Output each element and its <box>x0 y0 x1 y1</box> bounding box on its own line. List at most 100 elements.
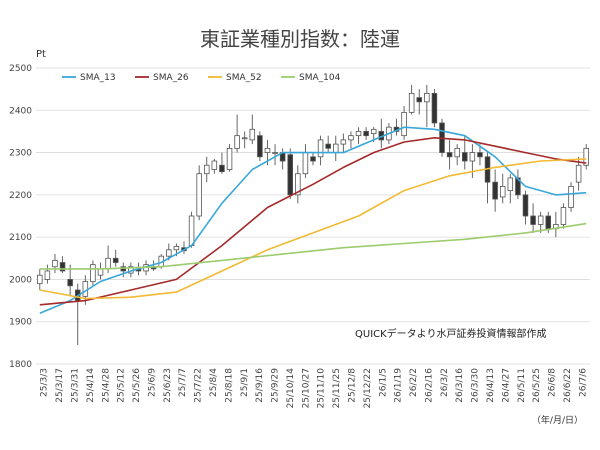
candle-body <box>499 185 506 198</box>
x-tick-label: 26/6/8 <box>548 368 558 397</box>
x-tick-label: 25/4/28 <box>101 368 111 403</box>
candle-body <box>44 270 51 280</box>
candle-body <box>416 97 422 103</box>
candle-body <box>264 147 271 153</box>
grid-layer <box>36 67 590 365</box>
candle-body <box>408 92 415 113</box>
x-tick-label: 25/9/16 <box>255 368 265 403</box>
candle-body <box>59 262 66 272</box>
x-tick-label: 26/7/6 <box>578 368 588 397</box>
candle-body <box>469 152 476 162</box>
y-unit-label: Pt <box>36 49 46 60</box>
candle-body <box>287 154 293 196</box>
candle-body <box>196 173 202 217</box>
y-tick-label: 2000 <box>9 275 32 285</box>
x-tick-label: 25/5/12 <box>117 368 127 403</box>
candle-body <box>112 257 119 263</box>
chart-title: 東証業種別指数：陸運 <box>200 27 400 51</box>
candle-body <box>97 268 104 276</box>
candle-body <box>310 156 316 162</box>
x-tick-label: 25/9/1 <box>240 368 250 397</box>
candle-body <box>333 143 339 153</box>
x-tick-label: 25/4/14 <box>86 368 96 403</box>
legend-label: SMA_13 <box>80 73 116 83</box>
candle-body <box>90 264 96 282</box>
candle-body <box>67 279 73 287</box>
candle-body <box>462 152 468 162</box>
candle-body <box>348 135 354 141</box>
candle-body <box>37 274 43 285</box>
x-tick-label: 26/1/5 <box>378 368 388 397</box>
y-tick-label: 2100 <box>9 233 32 243</box>
candle-body <box>477 152 483 158</box>
candle-body <box>302 152 309 175</box>
x-unit-label: （年/月/日） <box>532 414 583 426</box>
series-line-sma-104 <box>39 222 587 270</box>
y-tick-label: 1900 <box>9 318 32 328</box>
y-tick-label: 2500 <box>9 64 32 74</box>
candle-body <box>424 92 430 103</box>
y-tick-label: 2200 <box>9 191 32 201</box>
candle-body <box>226 147 233 170</box>
candle-body <box>295 173 301 196</box>
candle-body <box>234 135 240 149</box>
candle-body <box>545 215 552 230</box>
candle-body <box>401 112 407 137</box>
candle-body <box>522 194 529 217</box>
x-tick-label: 25/7/7 <box>178 368 188 397</box>
candle-body <box>431 92 438 124</box>
candle-body <box>568 185 574 208</box>
x-tick-label: 25/11/10 <box>317 368 327 409</box>
legend-label: SMA_52 <box>226 73 262 83</box>
x-tick-label: 26/4/13 <box>486 368 496 403</box>
x-tick-label: 26/2/2 <box>409 368 419 397</box>
candle-body <box>340 139 347 145</box>
candle-body <box>249 128 256 141</box>
candle-body <box>188 215 195 247</box>
x-tick-label: 26/4/27 <box>501 368 511 403</box>
candle-body <box>219 164 225 172</box>
sma-line-layer <box>39 126 587 315</box>
x-tick-label: 26/6/22 <box>563 368 573 403</box>
candle-body <box>363 131 369 137</box>
candle-body <box>560 207 567 225</box>
x-tick-label: 25/9/29 <box>271 368 281 403</box>
x-tick-label: 25/5/26 <box>132 368 142 403</box>
candle-body <box>105 257 111 270</box>
x-tick-label: 25/8/18 <box>224 368 234 403</box>
candle-body <box>507 177 514 192</box>
x-tick-label: 26/3/2 <box>440 368 450 397</box>
source-annotation: QUICKデータより水戸証券投資情報部作成 <box>355 327 546 340</box>
x-tick-label: 25/11/25 <box>332 368 342 408</box>
x-tick-label: 26/5/25 <box>532 368 542 403</box>
y-tick-label: 2400 <box>9 106 32 116</box>
legend: SMA_13 SMA_26 SMA_52 SMA_104 <box>62 73 341 83</box>
candle-body <box>173 246 180 251</box>
candle-body <box>82 281 89 297</box>
candle-body <box>325 143 331 149</box>
x-tick-label: 25/3/17 <box>55 368 65 403</box>
x-tick-label: 25/3/31 <box>70 368 80 403</box>
x-tick-label: 26/2/16 <box>424 368 434 403</box>
candle-body <box>370 128 377 134</box>
candle-body <box>317 139 324 158</box>
candle-body <box>241 137 248 140</box>
x-tick-label: 25/10/14 <box>286 368 296 409</box>
y-tick-label: 2300 <box>9 149 32 159</box>
y-tick-label: 1800 <box>9 360 32 370</box>
x-tick-label: 25/3/3 <box>40 368 50 397</box>
legend-label: SMA_104 <box>299 73 341 83</box>
candle-body <box>575 164 582 183</box>
candle-body <box>52 259 58 268</box>
candle-body <box>211 160 218 170</box>
candle-body <box>204 164 210 175</box>
x-tick-label: 25/6/9 <box>147 368 157 397</box>
x-tick-label: 26/3/30 <box>471 368 481 403</box>
candle-body <box>272 152 278 154</box>
series-line-sma-52 <box>39 158 587 300</box>
x-tick-label: 25/12/22 <box>363 368 373 408</box>
candle-body <box>355 131 362 137</box>
x-tick-label: 25/12/8 <box>347 368 357 403</box>
